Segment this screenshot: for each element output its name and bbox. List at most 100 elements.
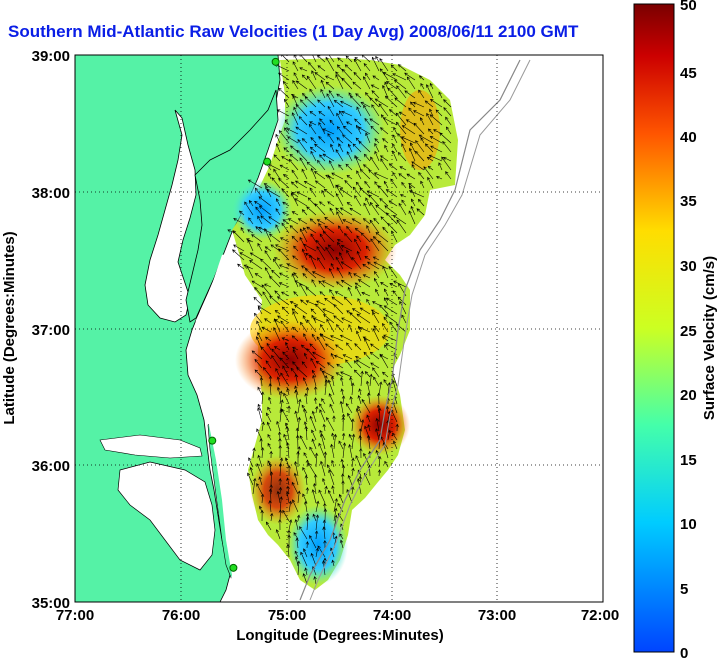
velocity-arrow: [395, 121, 407, 135]
velocity-arrow: [358, 140, 371, 153]
velocity-arrow: [262, 367, 272, 378]
velocity-arrow: [323, 313, 335, 324]
velocity-arrow: [381, 336, 389, 342]
velocity-arrow: [278, 509, 283, 522]
velocity-arrow: [303, 408, 308, 423]
velocity-arrow: [370, 125, 380, 135]
velocity-arrow: [294, 180, 308, 189]
velocity-arrow: [278, 130, 290, 144]
velocity-arrow: [291, 326, 299, 333]
velocity-arrow: [269, 450, 273, 459]
velocity-arrow: [343, 296, 353, 306]
velocity-arrow: [317, 159, 326, 171]
velocity-arrow: [315, 514, 320, 531]
velocity-arrow: [348, 433, 353, 441]
velocity-arrow: [389, 321, 398, 333]
velocity-arrow: [257, 332, 263, 342]
velocity-arrow: [302, 315, 308, 324]
velocity-arrow: [288, 500, 293, 513]
velocity-arrow: [286, 387, 290, 396]
velocity-arrow: [349, 95, 362, 108]
velocity-arrow: [360, 370, 364, 387]
velocity-arrow: [283, 392, 290, 405]
velocity-arrow: [302, 272, 308, 279]
velocity-arrow: [287, 465, 291, 477]
velocity-arrow: [278, 72, 290, 81]
velocity-arrow: [302, 493, 308, 504]
velocity-arrow: [293, 291, 299, 297]
velocity-arrow: [355, 455, 362, 468]
velocity-arrow: [278, 486, 283, 495]
velocity-arrow: [410, 142, 416, 153]
velocity-arrow: [275, 367, 281, 378]
velocity-arrow: [359, 326, 371, 333]
velocity-arrow: [380, 158, 389, 171]
velocity-arrow: [254, 358, 263, 369]
velocity-arrow: [366, 298, 371, 306]
velocity-arrow: [295, 434, 300, 450]
velocity-arrow: [314, 180, 326, 189]
velocity-arrow: [309, 218, 317, 225]
velocity-arrow: [370, 343, 380, 351]
velocity-arrow: [322, 231, 335, 243]
velocity-arrow: [295, 104, 308, 117]
velocity-arrow: [348, 324, 353, 333]
velocity-arrow: [306, 75, 317, 90]
velocity-arrow: [268, 375, 273, 387]
velocity-arrow: [300, 321, 308, 333]
velocity-arrow: [445, 126, 452, 135]
velocity-arrow: [276, 490, 281, 504]
velocity-arrow: [282, 365, 290, 378]
velocity-arrow: [341, 317, 353, 324]
velocity-arrow: [333, 498, 338, 513]
velocity-arrow: [320, 323, 326, 333]
velocity-arrow: [372, 328, 380, 342]
velocity-arrow: [363, 104, 371, 117]
velocity-arrow: [279, 457, 284, 468]
velocity-arrow: [249, 259, 263, 270]
velocity-arrow: [259, 376, 264, 387]
velocity-arrow: [286, 543, 290, 558]
velocity-arrow: [438, 91, 443, 99]
velocity-arrow: [328, 469, 335, 486]
high-speed-patch-east: [350, 395, 410, 455]
velocity-arrow: [308, 123, 317, 135]
velocity-arrow: [319, 460, 326, 477]
velocity-arrow: [309, 535, 317, 549]
velocity-arrow: [278, 478, 282, 486]
velocity-arrow: [275, 529, 281, 540]
velocity-arrow: [278, 519, 282, 531]
velocity-arrow: [341, 432, 346, 441]
velocity-arrow: [280, 291, 290, 297]
velocity-arrow: [327, 244, 335, 252]
velocity-arrow: [247, 472, 254, 486]
velocity-arrow: [333, 304, 344, 315]
velocity-arrow: [251, 280, 263, 288]
velocity-arrow: [354, 195, 362, 207]
velocity-arrow: [410, 101, 416, 108]
velocity-arrow: [363, 76, 371, 90]
velocity-arrow: [315, 405, 319, 414]
velocity-arrow: [378, 185, 389, 198]
velocity-arrow: [297, 218, 308, 225]
velocity-arrow: [260, 447, 265, 459]
velocity-arrow: [312, 369, 317, 378]
station-marker: [229, 563, 238, 572]
velocity-arrow: [429, 82, 434, 90]
velocity-arrow: [399, 166, 407, 171]
velocity-arrow: [392, 73, 407, 81]
velocity-arrow: [335, 344, 344, 351]
velocity-arrow: [374, 181, 380, 189]
velocity-arrow: [296, 149, 308, 162]
velocity-arrow: [364, 255, 371, 261]
velocity-arrow: [289, 145, 299, 153]
velocity-arrow: [278, 87, 290, 99]
velocity-arrow: [314, 386, 318, 396]
velocity-arrow: [413, 122, 425, 135]
velocity-arrow: [399, 300, 407, 315]
y-tick-label: 37:00: [32, 322, 70, 339]
velocity-arrow: [333, 433, 338, 450]
velocity-arrow: [314, 143, 326, 153]
velocity-arrow: [299, 435, 308, 450]
velocity-arrow: [339, 400, 344, 414]
